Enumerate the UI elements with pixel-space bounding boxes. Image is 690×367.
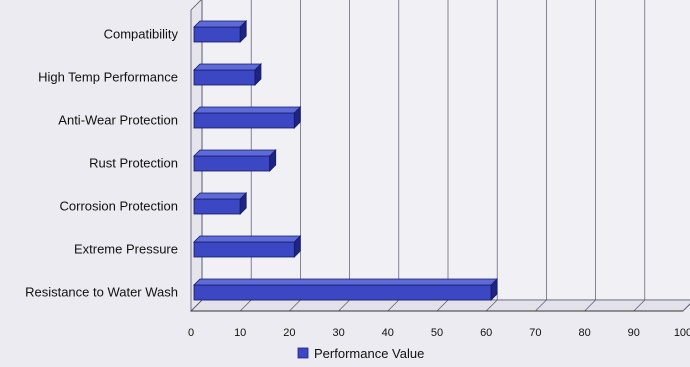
plot-floor	[190, 299, 690, 312]
gridlines	[190, 0, 690, 312]
x-tick-label-70: 70	[529, 327, 541, 339]
floor-gridline-30	[338, 299, 350, 312]
bar-end-resistance-to-water-wash	[490, 278, 498, 301]
category-label-rust-protection: Rust Protection	[89, 156, 178, 171]
x-tick-label-90: 90	[628, 327, 640, 339]
category-label-compatibility: Compatibility	[104, 27, 179, 42]
bar-resistance-to-water-wash	[193, 278, 499, 301]
bar-front-resistance-to-water-wash	[193, 284, 492, 301]
bar-top-corrosion-protection	[193, 192, 248, 200]
bar-rust-protection	[193, 149, 277, 172]
legend-label-performance-value: Performance Value	[314, 346, 424, 361]
x-tick-label-20: 20	[283, 327, 295, 339]
bar-end-rust-protection	[269, 149, 277, 172]
floor-gridline-40	[387, 299, 400, 312]
bar-top-rust-protection	[193, 149, 277, 157]
bar-end-compatibility	[239, 20, 247, 43]
bar-front-extreme-pressure	[193, 241, 295, 258]
floor-gridline-50	[436, 299, 449, 312]
category-label-resistance-to-water-wash: Resistance to Water Wash	[25, 285, 178, 300]
bar-end-extreme-pressure	[293, 235, 301, 258]
category-label-high-temp-performance: High Temp Performance	[38, 70, 178, 85]
x-tick-label-40: 40	[382, 327, 394, 339]
category-labels: Compatibility High Temp Performance Anti-W…	[25, 27, 178, 300]
bar-anti-wear-protection	[193, 106, 302, 129]
bar-compatibility	[193, 20, 248, 43]
category-label-anti-wear-protection: Anti-Wear Protection	[58, 113, 178, 128]
bar-end-corrosion-protection	[239, 192, 247, 215]
floor-gridline-90	[633, 299, 646, 312]
bar-front-anti-wear-protection	[193, 112, 295, 129]
x-tick-label-10: 10	[234, 327, 246, 339]
x-tick-label-0: 0	[188, 327, 194, 339]
legend-swatch	[297, 347, 309, 359]
legend: Performance Value	[297, 346, 424, 361]
x-tick-label-100: 100	[674, 327, 690, 339]
floor-gridline-100	[682, 303, 690, 312]
floor-gridline-20	[289, 299, 301, 312]
x-tick-labels: 0 10 20 30 40 50 60 70 80 90 100	[188, 327, 690, 339]
bar-front-high-temp-performance	[193, 69, 256, 86]
bars	[193, 20, 499, 301]
x-tick-label-30: 30	[332, 327, 344, 339]
bar-end-high-temp-performance	[254, 63, 262, 86]
bar-corrosion-protection	[193, 192, 248, 215]
x-tick-label-50: 50	[431, 327, 443, 339]
category-label-extreme-pressure: Extreme Pressure	[74, 242, 178, 257]
bar-top-anti-wear-protection	[193, 106, 302, 114]
floor-gridline-80	[584, 299, 596, 312]
bar-high-temp-performance	[193, 63, 262, 86]
bar-top-compatibility	[193, 20, 248, 28]
floor-gridline-0	[190, 299, 203, 312]
bar-front-compatibility	[193, 26, 241, 43]
floor-gridline-10	[239, 299, 252, 312]
bar-end-anti-wear-protection	[293, 106, 301, 129]
bar-front-rust-protection	[193, 155, 271, 172]
floor-gridline-70	[535, 299, 547, 312]
bar-top-resistance-to-water-wash	[193, 278, 499, 286]
x-tick-label-60: 60	[480, 327, 492, 339]
bar-front-corrosion-protection	[193, 198, 241, 215]
floor-gridline-60	[485, 299, 498, 312]
category-label-corrosion-protection: Corrosion Protection	[60, 199, 179, 214]
bar-extreme-pressure	[193, 235, 302, 258]
x-tick-label-80: 80	[578, 327, 590, 339]
bar-top-high-temp-performance	[193, 63, 262, 71]
bar-top-extreme-pressure	[193, 235, 302, 243]
